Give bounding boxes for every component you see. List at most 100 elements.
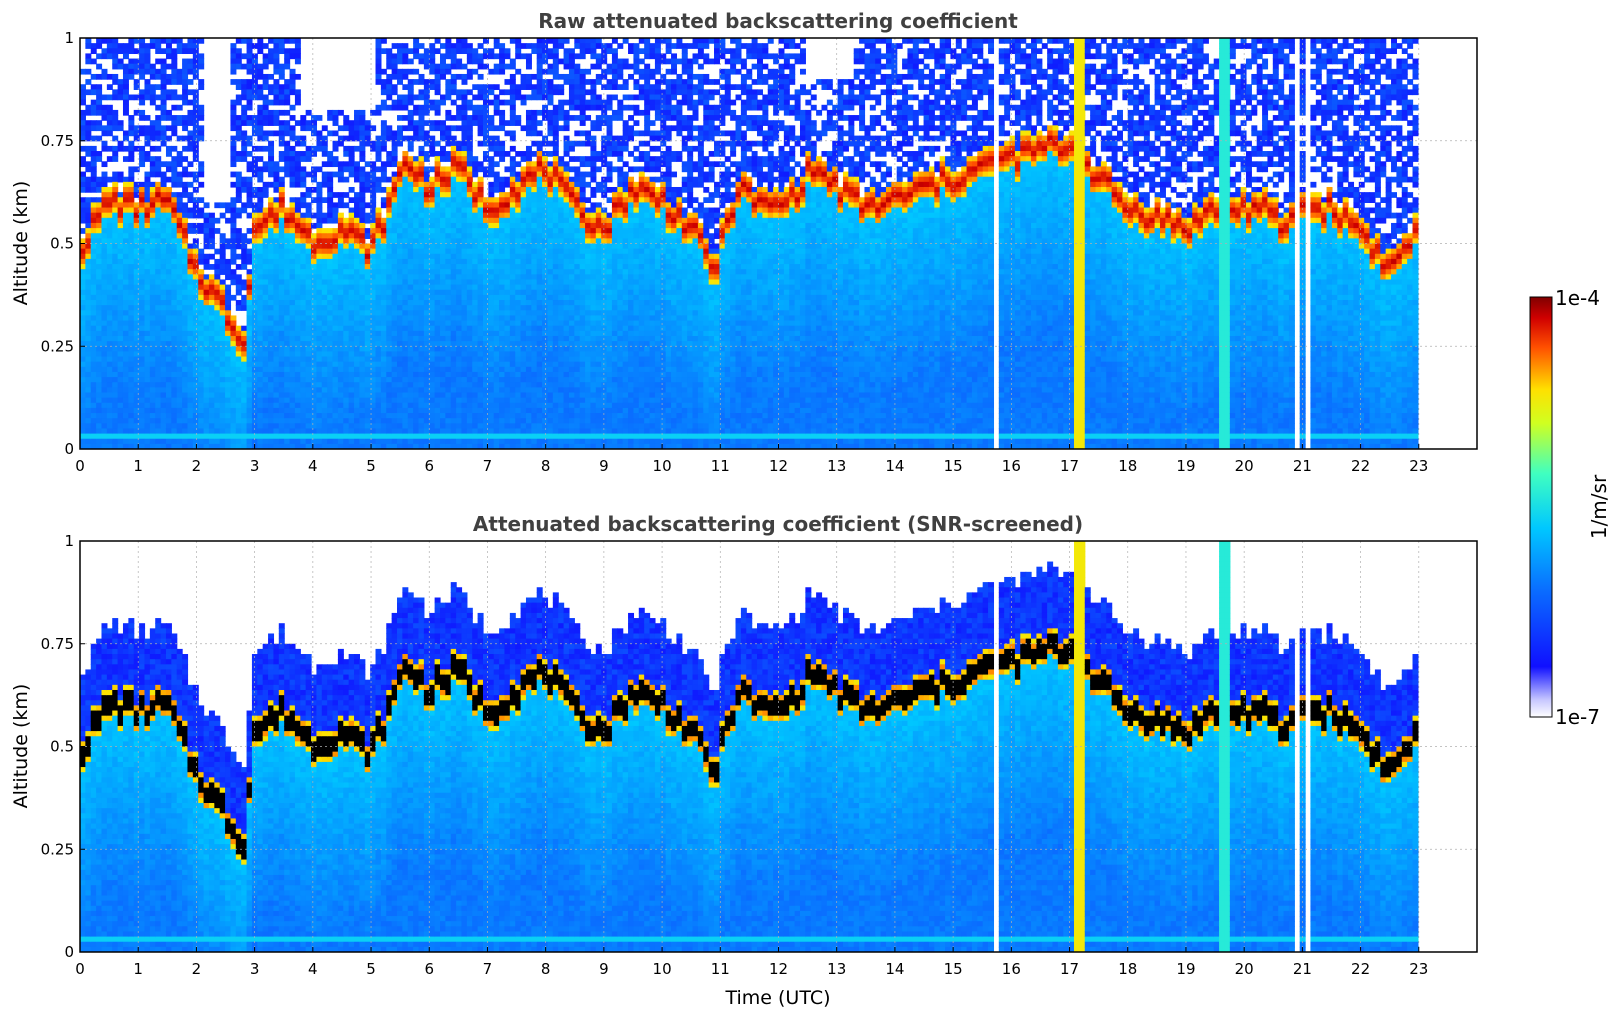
heatmap-cell xyxy=(133,387,140,394)
heatmap-cell xyxy=(182,125,189,132)
heatmap-cell xyxy=(133,402,140,409)
heatmap-cell xyxy=(187,433,194,440)
heatmap-cell xyxy=(456,109,463,116)
heatmap-cell xyxy=(187,274,194,281)
heatmap-cell xyxy=(268,99,275,106)
heatmap-cell xyxy=(429,264,436,270)
heatmap-cell xyxy=(477,192,484,198)
heatmap-cell xyxy=(380,315,387,322)
heatmap-cell xyxy=(133,207,140,214)
heatmap-cell xyxy=(160,330,167,337)
heatmap-cell xyxy=(144,202,151,209)
heatmap-cell xyxy=(106,130,113,137)
heatmap-cell xyxy=(370,402,377,409)
heatmap-cell xyxy=(203,284,210,291)
heatmap-cell xyxy=(122,294,129,301)
heatmap-cell xyxy=(359,433,366,440)
heatmap-cell xyxy=(101,68,108,75)
heatmap-cell xyxy=(246,269,253,275)
heatmap-cell xyxy=(407,228,414,234)
heatmap-cell xyxy=(380,320,387,327)
heatmap-cell xyxy=(343,320,350,327)
heatmap-cell xyxy=(423,186,430,193)
heatmap-cell xyxy=(423,407,430,414)
heatmap-cell xyxy=(305,351,312,358)
heatmap-cell xyxy=(246,228,253,234)
heatmap-cell xyxy=(246,428,253,435)
heatmap-cell xyxy=(423,310,430,317)
heatmap-cell xyxy=(268,325,275,332)
heatmap-cell xyxy=(402,135,409,142)
heatmap-cell xyxy=(461,335,468,342)
heatmap-cell xyxy=(203,202,210,209)
heatmap-cell xyxy=(214,346,221,352)
heatmap-cell xyxy=(176,315,183,322)
heatmap-cell xyxy=(101,38,108,44)
heatmap-cell xyxy=(128,418,135,424)
heatmap-cell xyxy=(343,392,350,399)
heatmap-cell xyxy=(214,248,221,255)
heatmap-cell xyxy=(235,274,242,281)
heatmap-cell xyxy=(402,330,409,337)
heatmap-cell xyxy=(337,202,344,209)
heatmap-cell xyxy=(423,151,430,157)
heatmap-cell xyxy=(80,382,86,388)
heatmap-cell xyxy=(176,423,183,430)
heatmap-cell xyxy=(106,402,113,409)
heatmap-cell xyxy=(112,361,119,368)
heatmap-cell xyxy=(208,217,215,224)
heatmap-cell xyxy=(472,341,479,347)
heatmap-cell xyxy=(117,351,124,358)
heatmap-cell xyxy=(284,361,291,368)
heatmap-cell xyxy=(300,438,307,445)
heatmap-cell xyxy=(445,202,452,209)
heatmap-cell xyxy=(429,315,436,322)
heatmap-cell xyxy=(160,402,167,409)
heatmap-cell xyxy=(235,397,242,404)
heatmap-cell xyxy=(332,371,339,378)
heatmap-cell xyxy=(149,212,156,219)
heatmap-cell xyxy=(305,361,312,368)
heatmap-cell xyxy=(273,274,280,281)
heatmap-cell xyxy=(139,335,146,342)
heatmap-cell xyxy=(402,423,409,430)
heatmap-cell xyxy=(165,43,172,49)
heatmap-cell xyxy=(370,407,377,414)
heatmap-cell xyxy=(391,428,398,435)
heatmap-cell xyxy=(332,161,339,168)
heatmap-cell xyxy=(192,279,199,286)
heatmap-cell xyxy=(461,228,468,234)
heatmap-cell xyxy=(472,279,479,286)
heatmap-cell xyxy=(316,192,323,198)
heatmap-cell xyxy=(359,402,366,409)
heatmap-cell xyxy=(434,423,441,430)
heatmap-cell xyxy=(316,402,323,409)
heatmap-cell xyxy=(219,294,226,301)
heatmap-cell xyxy=(160,38,167,44)
heatmap-cell xyxy=(214,341,221,347)
heatmap-cell xyxy=(230,258,237,265)
heatmap-cell xyxy=(139,443,146,449)
heatmap-cell xyxy=(327,228,334,234)
heatmap-cell xyxy=(85,320,92,327)
heatmap-cell xyxy=(370,228,377,234)
heatmap-cell xyxy=(198,320,205,327)
heatmap-cell xyxy=(246,346,253,352)
heatmap-cell xyxy=(192,310,199,317)
heatmap-cell xyxy=(230,413,237,419)
heatmap-cell xyxy=(332,253,339,260)
heatmap-cell xyxy=(316,269,323,275)
heatmap-cell xyxy=(477,43,484,49)
heatmap-cell xyxy=(348,217,355,224)
heatmap-cell xyxy=(144,156,151,162)
heatmap-cell xyxy=(278,274,285,281)
heatmap-cell xyxy=(230,79,237,85)
heatmap-cell xyxy=(364,217,371,224)
heatmap-cell xyxy=(251,392,258,399)
heatmap-cell xyxy=(182,382,189,388)
heatmap-cell xyxy=(165,269,172,275)
heatmap-cell xyxy=(128,151,135,157)
heatmap-cell xyxy=(300,284,307,291)
heatmap-cell xyxy=(456,73,463,80)
heatmap-cell xyxy=(434,387,441,394)
